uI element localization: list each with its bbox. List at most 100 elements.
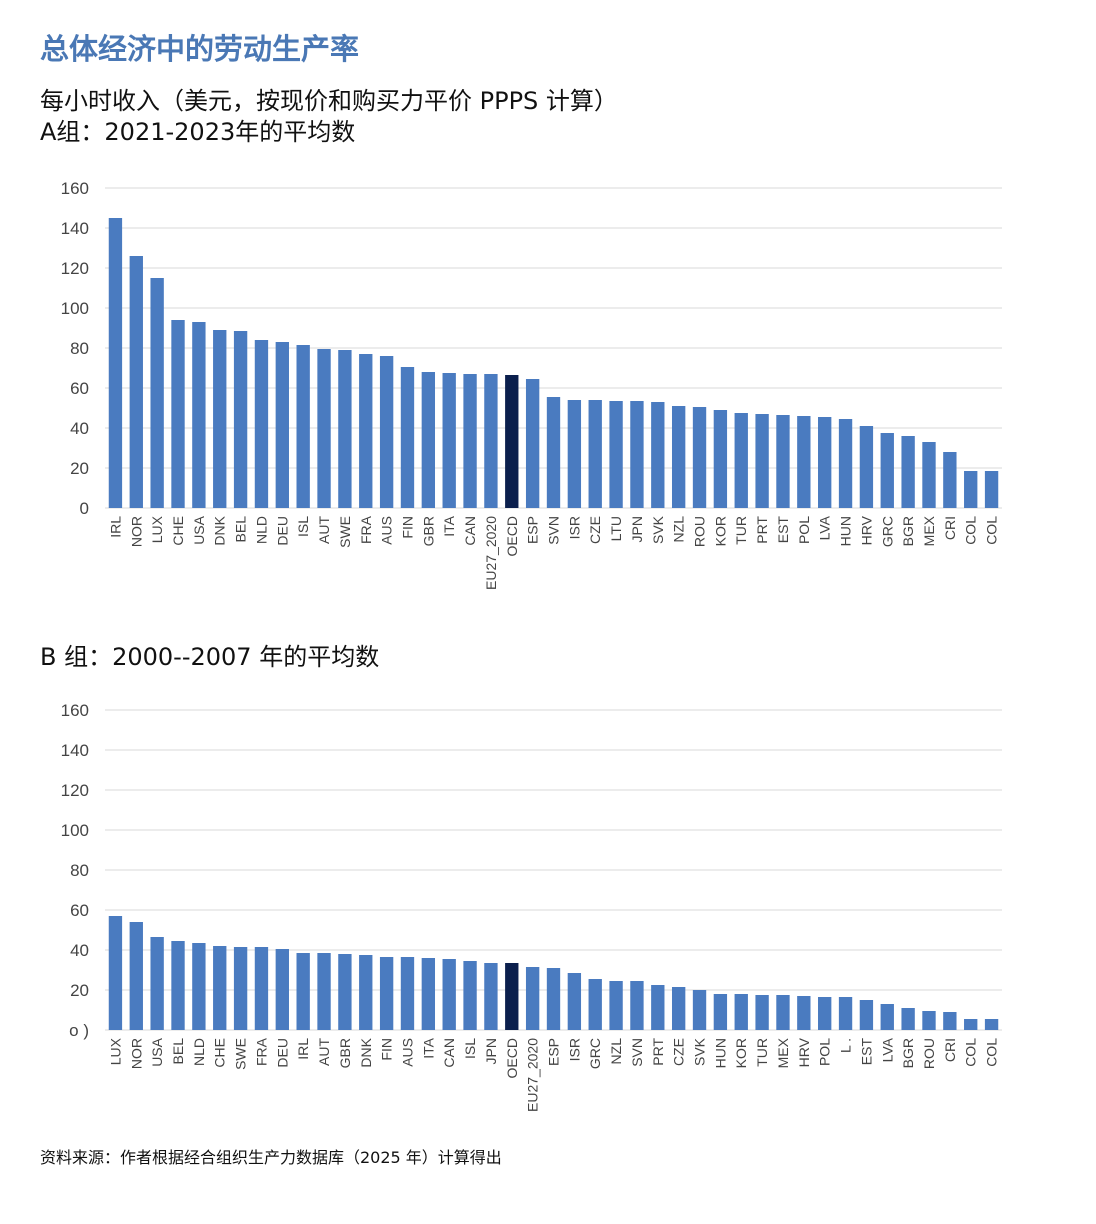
bar-eu27_2020 bbox=[484, 374, 498, 508]
x-tick-label: OECD bbox=[504, 516, 520, 556]
y-tick-label: 60 bbox=[70, 901, 89, 920]
bar-dnk bbox=[359, 955, 373, 1030]
x-tick-label: ISL bbox=[295, 516, 311, 537]
bar-svk bbox=[651, 402, 665, 508]
x-tick-label: NZL bbox=[608, 1038, 624, 1065]
bar-prt bbox=[755, 414, 769, 508]
bar-isl bbox=[463, 961, 477, 1030]
y-tick-label: 20 bbox=[70, 981, 89, 1000]
x-tick-label: LVA bbox=[817, 515, 833, 540]
x-tick-label: JPN bbox=[629, 516, 645, 542]
panel-a-chart: 0 20 40 60 80 100 120 140 160 IRL NOR LUX CHE USA DNK B… bbox=[61, 179, 1002, 590]
bar-lva bbox=[818, 417, 832, 508]
bar-swe bbox=[233, 947, 248, 1030]
x-tick-label: NOR bbox=[128, 516, 144, 547]
bar-aut bbox=[317, 953, 331, 1030]
bar-grc bbox=[880, 433, 894, 508]
y-tick-label: 20 bbox=[70, 459, 89, 478]
bar-jpn bbox=[484, 963, 498, 1030]
x-tick-label: LUX bbox=[107, 1037, 123, 1065]
bar-est bbox=[776, 415, 790, 508]
x-tick-label: CHE bbox=[170, 516, 186, 546]
bar-lux bbox=[150, 278, 164, 508]
x-tick-label: SVN bbox=[546, 516, 562, 545]
bar-prt bbox=[651, 985, 665, 1030]
x-tick-label: HRV bbox=[796, 1037, 812, 1067]
bar-fin bbox=[379, 957, 394, 1030]
panel-b-chart: o ) 20 40 60 80 100 120 140 160 LUX NOR USA BEL NLD CH… bbox=[61, 701, 1002, 1112]
bar-col bbox=[964, 471, 978, 508]
y-tick-label: 120 bbox=[61, 781, 89, 800]
bar-usa bbox=[192, 322, 206, 508]
page-title: 总体经济中的劳动生产率 bbox=[40, 32, 360, 66]
bar-jpn bbox=[630, 401, 644, 508]
x-tick-label: COL bbox=[984, 516, 1000, 545]
source-note: 资料来源：作者根据经合组织生产力数据库（2025 年）计算得出 bbox=[40, 1148, 502, 1167]
x-tick-label: ISL bbox=[462, 1038, 478, 1059]
unit-label: 每小时收入（美元，按现价和购买力平价 PPPS 计算） bbox=[40, 87, 618, 115]
y-tick-label: 140 bbox=[61, 219, 89, 238]
y-tick-label: 160 bbox=[61, 179, 89, 198]
bar-isr bbox=[567, 973, 582, 1030]
bar-hun bbox=[838, 419, 853, 508]
x-tick-label: SVK bbox=[650, 515, 666, 544]
x-tick-label: CRI bbox=[942, 516, 958, 540]
bar-nzl bbox=[671, 406, 686, 508]
y-tick-label: 140 bbox=[61, 741, 89, 760]
chart-subtitle: 每小时收入（美元，按现价和购买力平价 PPPS 计算） A组：2021-2023… bbox=[40, 86, 618, 148]
y-tick-label: 100 bbox=[61, 821, 89, 840]
panel-a-title: A组：2021-2023年的平均数 bbox=[40, 118, 356, 146]
x-tick-label: TUR bbox=[733, 516, 749, 545]
x-tick-label: ISR bbox=[566, 516, 582, 539]
x-tick-label: LVA bbox=[879, 1037, 895, 1062]
panel-b-title: B 组：2000--2007 年的平均数 bbox=[40, 643, 380, 671]
y-tick-label: 80 bbox=[70, 861, 89, 880]
bar-fra bbox=[359, 354, 373, 508]
bar-deu bbox=[275, 342, 289, 508]
bar-hun bbox=[713, 994, 728, 1030]
bar-nld bbox=[192, 943, 206, 1030]
bar-che bbox=[213, 946, 227, 1030]
bar-oecd bbox=[505, 963, 519, 1030]
x-tick-label: LUX bbox=[149, 515, 165, 543]
bar-bel bbox=[171, 941, 185, 1030]
y-tick-label: 40 bbox=[70, 941, 89, 960]
x-tick-label: COL bbox=[963, 1038, 979, 1067]
x-tick-label: ESP bbox=[525, 516, 541, 544]
bar-dnk bbox=[213, 330, 227, 508]
bar-cri bbox=[943, 452, 957, 508]
x-tick-label: BEL bbox=[233, 516, 249, 543]
x-tick-label: COL bbox=[984, 1038, 1000, 1067]
bar-aut bbox=[317, 349, 331, 508]
bar-cri bbox=[943, 1012, 957, 1030]
bar-fra bbox=[254, 947, 269, 1030]
bar-ita bbox=[442, 373, 456, 508]
bar-isr bbox=[567, 400, 582, 508]
bar-aus bbox=[379, 356, 394, 508]
bar-nor bbox=[129, 922, 143, 1030]
x-tick-label: KOR bbox=[712, 516, 728, 546]
bar-col bbox=[984, 1019, 999, 1030]
bar-che bbox=[171, 320, 185, 508]
bar-cze bbox=[671, 987, 686, 1030]
bar-deu bbox=[275, 949, 289, 1030]
bar-isl bbox=[296, 345, 310, 508]
x-tick-label: CAN bbox=[441, 1038, 457, 1068]
y-tick-label: 40 bbox=[70, 419, 89, 438]
x-tick-label: AUS bbox=[399, 1038, 415, 1067]
y-tick-label: 160 bbox=[61, 701, 89, 720]
bar-irl bbox=[108, 218, 123, 508]
y-tick-label: 80 bbox=[70, 339, 89, 358]
x-tick-label: KOR bbox=[733, 1038, 749, 1068]
x-tick-label: OECD bbox=[504, 1038, 520, 1078]
x-tick-label: ROU bbox=[692, 516, 708, 547]
x-tick-label: EU27_2020 bbox=[483, 516, 499, 590]
bar-tur bbox=[755, 995, 769, 1030]
bar-gbr bbox=[421, 372, 436, 508]
bar-lva bbox=[880, 1004, 894, 1030]
x-tick-label: EST bbox=[858, 1038, 874, 1066]
y-tick-label: 60 bbox=[70, 379, 89, 398]
x-tick-label: AUS bbox=[379, 516, 395, 545]
x-tick-label: DEU bbox=[274, 516, 290, 546]
x-tick-label: PRT bbox=[650, 1038, 666, 1066]
